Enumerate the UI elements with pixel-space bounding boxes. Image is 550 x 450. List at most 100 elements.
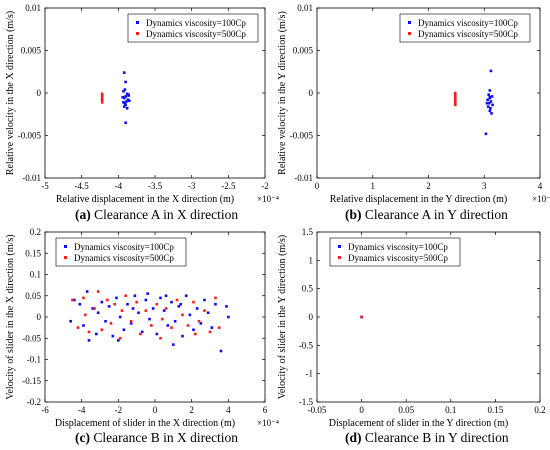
legend-entry: Dynamics viscosity=500Cp [418,29,518,39]
data-point-100cp [123,101,127,105]
x-tick-label: 2 [426,181,431,191]
data-point-100cp [151,307,155,310]
legend-box [329,237,461,267]
data-point-100cp [126,98,130,102]
data-point-100cp [127,94,130,97]
x-tick-label: 3 [482,181,487,191]
data-point-100cp [122,105,126,108]
data-point-500cp [453,101,457,105]
data-point-500cp [150,324,153,327]
data-point-500cp [453,103,457,107]
caption-c: (c) Clearance B in X direction [75,430,239,445]
y-tick-label: -0.2 [27,397,41,407]
data-point-500cp [129,319,133,323]
data-point-500cp [87,330,91,334]
legend-box [127,13,259,43]
data-point-100cp [122,71,126,74]
data-point-100cp [179,302,182,306]
data-point-100cp [124,95,127,98]
caption-a: (a) Clearance A in X direction [75,207,239,222]
x-tick-label: 0 [359,405,364,415]
legend-marker [64,256,67,259]
x-axis-exponent: ×10⁻⁴ [257,194,279,204]
data-point-100cp [124,103,127,107]
data-point-100cp [488,95,492,99]
y-tick-label: 0 [309,88,314,98]
data-point-100cp [144,298,148,302]
data-point-500cp [453,93,457,96]
data-point-100cp [82,324,85,327]
x-tick-label: 0.1 [445,405,456,415]
data-point-500cp [109,322,113,325]
data-point-100cp [133,294,137,298]
data-point-100cp [484,132,488,136]
data-point-100cp [170,300,173,304]
data-point-100cp [227,315,230,319]
caption-d: (d) Clearance B in Y direction [345,430,509,445]
data-point-100cp [490,95,494,98]
y-tick-label: 1 [309,255,314,265]
y-axis-label: Relative velocity in the Y direction (m/… [277,11,288,175]
data-point-100cp [210,326,214,329]
data-point-100cp [491,103,494,107]
data-point-500cp [159,336,162,340]
data-point-100cp [184,294,188,298]
x-tick-label: -4.5 [75,181,90,191]
data-point-100cp [159,296,162,300]
x-axis-label: Displacement of slider in the X directio… [55,418,235,429]
legend-entry: Dynamics viscosity=100Cp [74,242,174,252]
data-point-100cp [123,88,127,91]
data-point-500cp [120,309,124,312]
x-axis-label: Relative displacement in the Y direction… [330,194,508,205]
x-tick-label: 4 [226,405,231,415]
data-point-500cp [197,319,201,323]
data-point-500cp [453,95,457,98]
data-point-100cp [146,292,149,295]
data-point-100cp [486,98,489,102]
y-tick-label: 0.005 [293,46,314,56]
data-point-100cp [203,298,206,302]
data-point-100cp [140,330,144,334]
x-tick-label: 0 [153,405,158,415]
data-point-500cp [453,91,457,95]
data-point-100cp [73,298,76,302]
y-tick-label: 0 [309,312,314,322]
x-tick-label: -5 [41,181,49,191]
y-tick-label: -0.01 [294,173,313,183]
data-point-500cp [453,98,457,102]
x-tick-label: -3 [188,181,196,191]
data-point-100cp [129,322,133,325]
legend-entry: Dynamics viscosity=500Cp [348,253,448,263]
data-point-100cp [128,99,131,102]
y-axis-label: Relative velocity in the X direction (m/… [5,11,16,175]
data-point-100cp [118,315,122,319]
y-tick-label: 0.005 [21,46,42,56]
data-point-100cp [125,107,129,110]
data-point-100cp [137,311,140,315]
data-point-100cp [95,332,98,336]
data-point-100cp [87,339,91,342]
x-axis-exponent: ×10⁻⁴ [532,194,550,204]
data-point-100cp [195,307,199,310]
data-point-100cp [69,319,72,323]
data-point-100cp [124,80,127,84]
data-point-500cp [100,99,104,102]
y-tick-label: 0.15 [25,248,41,258]
data-point-100cp [219,349,223,353]
chart-panel-2: -6 -4 -2 0 2 4 6 -0.2 -0.15 -0.1 -0.05 0 0.05 0.1 0.15… [5,227,279,429]
data-point-100cp [96,311,100,315]
legend-entry: Dynamics viscosity=100Cp [146,18,246,28]
data-point-500cp [139,332,142,336]
data-point-100cp [126,302,129,306]
legend-marker [408,32,411,35]
y-tick-label: -0.1 [27,355,41,365]
data-point-100cp [488,109,492,113]
x-tick-label: -6 [41,405,49,415]
y-tick-label: -0.005 [290,131,314,141]
y-tick-label: 0.01 [297,3,313,13]
data-point-500cp [217,326,221,329]
data-point-500cp [100,95,104,99]
data-point-500cp [100,97,104,101]
